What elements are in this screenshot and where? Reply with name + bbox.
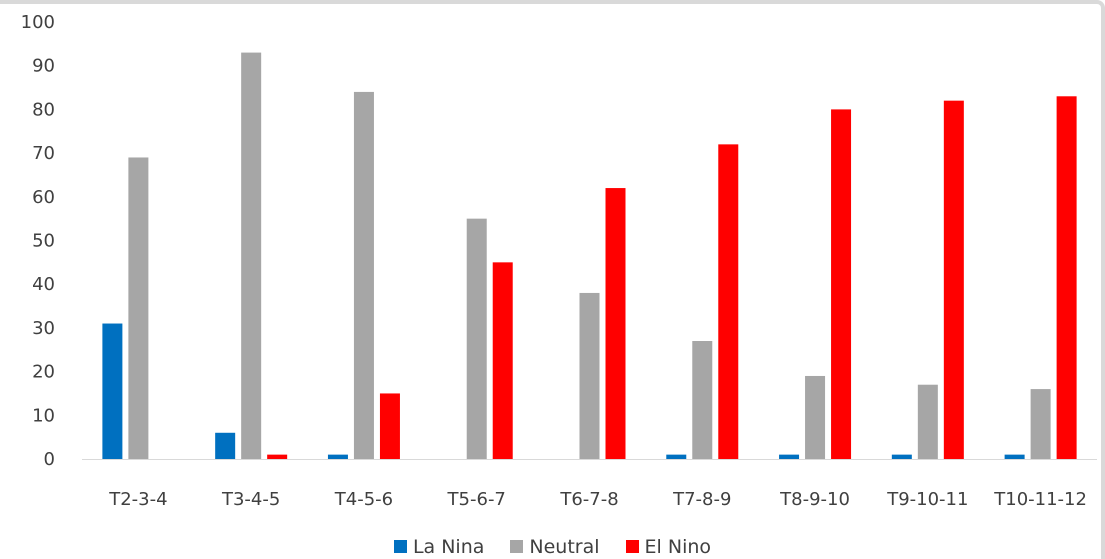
y-tick-label: 100 xyxy=(21,12,55,33)
bar-el-nino xyxy=(492,262,513,459)
y-tick-label: 10 xyxy=(32,405,55,426)
legend-label-neutral: Neutral xyxy=(529,535,600,558)
bar-el-nino xyxy=(379,393,400,459)
y-tick-label: 40 xyxy=(32,274,55,295)
bar-el-nino xyxy=(267,454,288,459)
x-tick-label: T4-5-6 xyxy=(334,489,393,510)
bar-neutral xyxy=(466,218,487,459)
legend-label-el-nino: El Nino xyxy=(644,535,712,558)
x-tick-label: T8-9-10 xyxy=(779,489,850,510)
x-tick-label: T7-8-9 xyxy=(672,489,731,510)
bar-neutral xyxy=(805,375,826,459)
legend-item-el-nino: El Nino xyxy=(625,535,712,558)
y-tick-label: 90 xyxy=(32,56,55,77)
legend-swatch-neutral xyxy=(510,540,524,553)
legend-item-la-nina: La Nina xyxy=(393,535,485,558)
y-tick-label: 30 xyxy=(32,318,55,339)
bar-el-nino xyxy=(943,100,964,459)
y-axis: 0 10 20 30 40 50 60 70 80 90 100 xyxy=(21,12,55,470)
legend-item-neutral: Neutral xyxy=(510,535,600,558)
bar-neutral xyxy=(579,292,600,459)
y-tick-label: 60 xyxy=(32,187,55,208)
bar-la-nina xyxy=(1004,454,1025,459)
y-tick-label: 70 xyxy=(32,143,55,164)
bar-chart: 0 10 20 30 40 50 60 70 80 90 100 T2-3-4 T3-4-5 T4-5-… xyxy=(21,12,1097,510)
y-tick-label: 80 xyxy=(32,99,55,120)
bar-neutral xyxy=(1030,389,1051,459)
legend-swatch-el-nino xyxy=(625,540,639,553)
y-tick-label: 20 xyxy=(32,362,55,383)
bar-neutral xyxy=(917,384,938,459)
bar-el-nino xyxy=(718,144,739,460)
bar-la-nina xyxy=(215,432,236,459)
x-tick-label: T10-11-12 xyxy=(993,489,1087,510)
x-tick-label: T3-4-5 xyxy=(221,489,280,510)
legend-label-la-nina: La Nina xyxy=(412,535,485,558)
bar-el-nino xyxy=(605,188,626,459)
bar-neutral xyxy=(353,91,374,460)
bar-la-nina xyxy=(327,454,348,459)
bar-neutral xyxy=(692,341,713,459)
bar-neutral xyxy=(128,157,149,459)
legend: La Nina Neutral El Nino xyxy=(0,534,1105,559)
bar-el-nino xyxy=(831,109,852,460)
x-axis: T2-3-4 T3-4-5 T4-5-6 T5-6-7 T6-7-8 T7-8-9 T8-9… xyxy=(108,489,1087,510)
bar-la-nina xyxy=(779,454,800,459)
bar-el-nino xyxy=(1056,96,1077,459)
legend-swatch-la-nina xyxy=(393,540,407,553)
bar-la-nina xyxy=(102,323,123,459)
y-tick-label: 50 xyxy=(32,231,55,252)
y-tick-label: 0 xyxy=(44,449,55,470)
x-tick-label: T2-3-4 xyxy=(108,489,167,510)
bar-la-nina xyxy=(891,454,912,459)
x-tick-label: T6-7-8 xyxy=(559,489,618,510)
x-tick-label: T9-10-11 xyxy=(886,489,968,510)
x-tick-label: T5-6-7 xyxy=(447,489,506,510)
bar-la-nina xyxy=(666,454,687,459)
bars-layer xyxy=(102,52,1077,460)
bar-neutral xyxy=(241,52,262,460)
